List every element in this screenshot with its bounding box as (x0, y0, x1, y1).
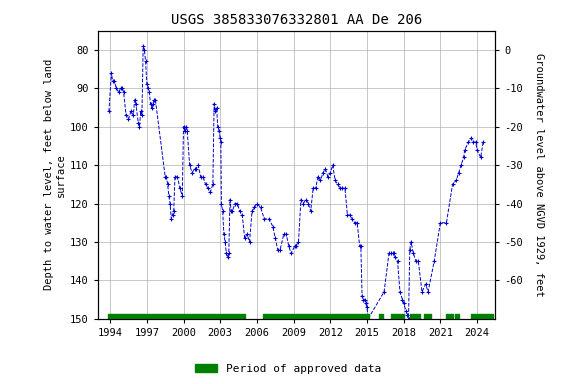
Y-axis label: Depth to water level, feet below land
surface: Depth to water level, feet below land su… (44, 59, 66, 290)
Y-axis label: Groundwater level above NGVD 1929, feet: Groundwater level above NGVD 1929, feet (535, 53, 544, 296)
Title: USGS 385833076332801 AA De 206: USGS 385833076332801 AA De 206 (171, 13, 422, 27)
Legend: Period of approved data: Period of approved data (191, 359, 385, 379)
